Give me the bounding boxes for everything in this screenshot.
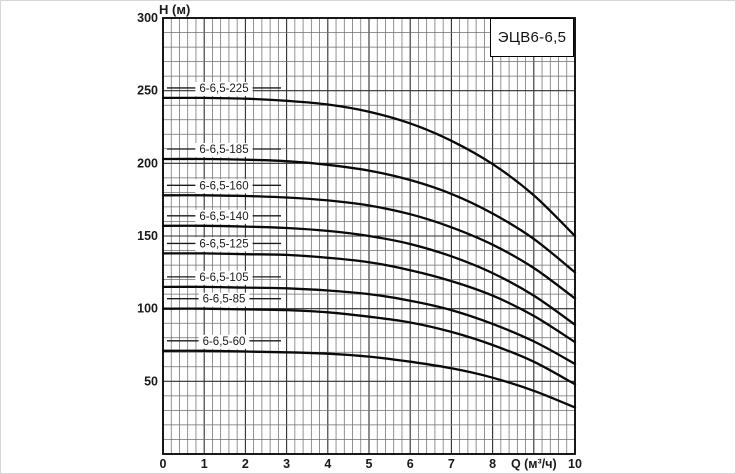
chart-title: ЭЦВ6-6,5: [497, 29, 567, 46]
pump-curve-6-6,5-125: [161, 252, 577, 344]
pump-curve-6-6,5-105: [161, 285, 577, 366]
y-tick-label: 200: [137, 156, 158, 170]
x-tick-label: 0: [160, 457, 167, 471]
x-tick-label: 3: [283, 457, 290, 471]
y-tick-label: 250: [137, 84, 158, 98]
curve-label-bg: [198, 292, 250, 307]
pump-curve-6-6,5-185: [161, 157, 577, 274]
curve-label: 6-6,5-105: [199, 272, 248, 284]
curve-label-bg: [195, 81, 253, 96]
chart-title-box: ЭЦВ6-6,5: [490, 18, 574, 57]
pump-curve-6-6,5-140: [161, 224, 577, 326]
pump-curve-6-6,5-160: [161, 194, 577, 300]
x-tick-label: 6: [407, 457, 414, 471]
curve-label: 6-6,5-185: [199, 144, 248, 156]
curve-label: 6-6,5-125: [199, 238, 248, 250]
y-tick-label: 50: [144, 374, 158, 388]
pump-curve-6-6,5-60: [161, 349, 577, 409]
curve-label: 6-6,5-160: [199, 180, 248, 192]
curve-label-bg: [195, 270, 253, 285]
y-axis-label: H (м): [159, 2, 191, 17]
curve-label-bg: [195, 179, 253, 194]
curve-label-bg: [195, 142, 253, 157]
x-tick-label: 1: [201, 457, 208, 471]
x-tick-label: 5: [366, 457, 373, 471]
y-tick-label: 100: [137, 302, 158, 316]
y-tick-label: 300: [137, 11, 158, 25]
y-tick-label: 150: [137, 229, 158, 243]
curve-label-bg: [198, 334, 250, 349]
curve-label: 6-6,5-85: [203, 294, 246, 306]
x-tick-label: 7: [448, 457, 455, 471]
curve-label: 6-6,5-225: [199, 83, 248, 95]
pump-curve-6-6,5-85: [161, 307, 577, 386]
curve-label-bg: [195, 209, 253, 224]
x-tick-label: 4: [324, 457, 331, 471]
x-tick-label: 8: [489, 457, 496, 471]
pump-curve-6-6,5-225: [161, 96, 577, 238]
curve-label: 6-6,5-60: [203, 336, 246, 348]
x-tick-label: 2: [242, 457, 249, 471]
x-tick-label: 10: [568, 457, 582, 471]
curve-label: 6-6,5-140: [199, 211, 248, 223]
x-axis-label: Q (м³/ч): [511, 457, 557, 471]
curve-label-bg: [195, 237, 253, 252]
